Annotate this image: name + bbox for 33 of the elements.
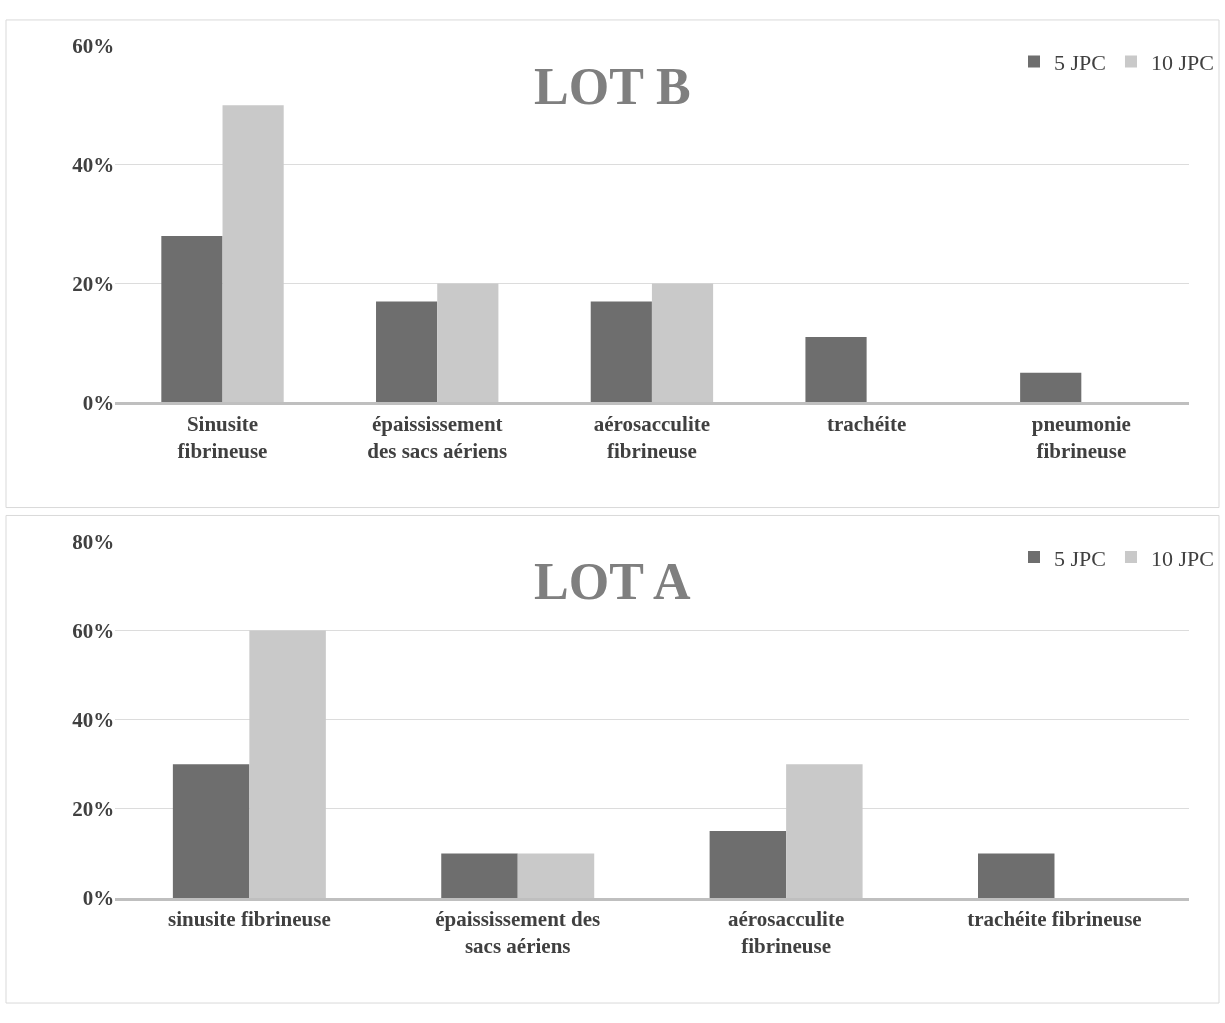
y-tick-label: 0% (82, 886, 115, 911)
chart-title: LOT B (534, 58, 691, 115)
bar (978, 853, 1055, 898)
y-tick-label: 80% (72, 529, 115, 554)
y-tick-label: 0% (82, 390, 115, 415)
x-tick-label: Sinusite fibrineuse (177, 411, 268, 463)
bar (709, 831, 787, 898)
y-tick-label: 40% (72, 153, 115, 177)
y-tick-label: 60% (72, 618, 115, 643)
x-tick-label: aérosacculite fibrineuse (593, 411, 711, 463)
bar (441, 853, 518, 898)
y-tick-label: 60% (72, 34, 115, 59)
x-tick-label: trachéite (826, 411, 907, 436)
legend-label: 5 JPC (1054, 50, 1106, 76)
bar (161, 236, 223, 403)
x-tick-label: sinusite fibrineuse (167, 907, 331, 932)
x-tick-label: aérosacculite fibrineuse (727, 907, 845, 959)
y-tick-label: 20% (72, 271, 115, 296)
legend-label: 10 JPC (1150, 545, 1214, 571)
x-tick-label: épaississement des sacs aériens (435, 907, 601, 959)
legend-label: 5 JPC (1054, 545, 1106, 571)
chart-title: LOT A (534, 553, 692, 610)
bar (376, 301, 438, 403)
bar (590, 301, 652, 403)
x-tick-label: pneumonie fibrineuse (1031, 411, 1131, 463)
bar (805, 337, 867, 403)
x-tick-label: trachéite fibrineuse (967, 907, 1142, 932)
y-tick-label: 20% (72, 797, 115, 822)
y-tick-label: 40% (72, 707, 115, 732)
x-tick-label: épaississement des sacs aériens (367, 411, 508, 463)
legend-label: 10 JPC (1150, 50, 1214, 76)
bar (1020, 372, 1082, 403)
bar (172, 764, 250, 898)
